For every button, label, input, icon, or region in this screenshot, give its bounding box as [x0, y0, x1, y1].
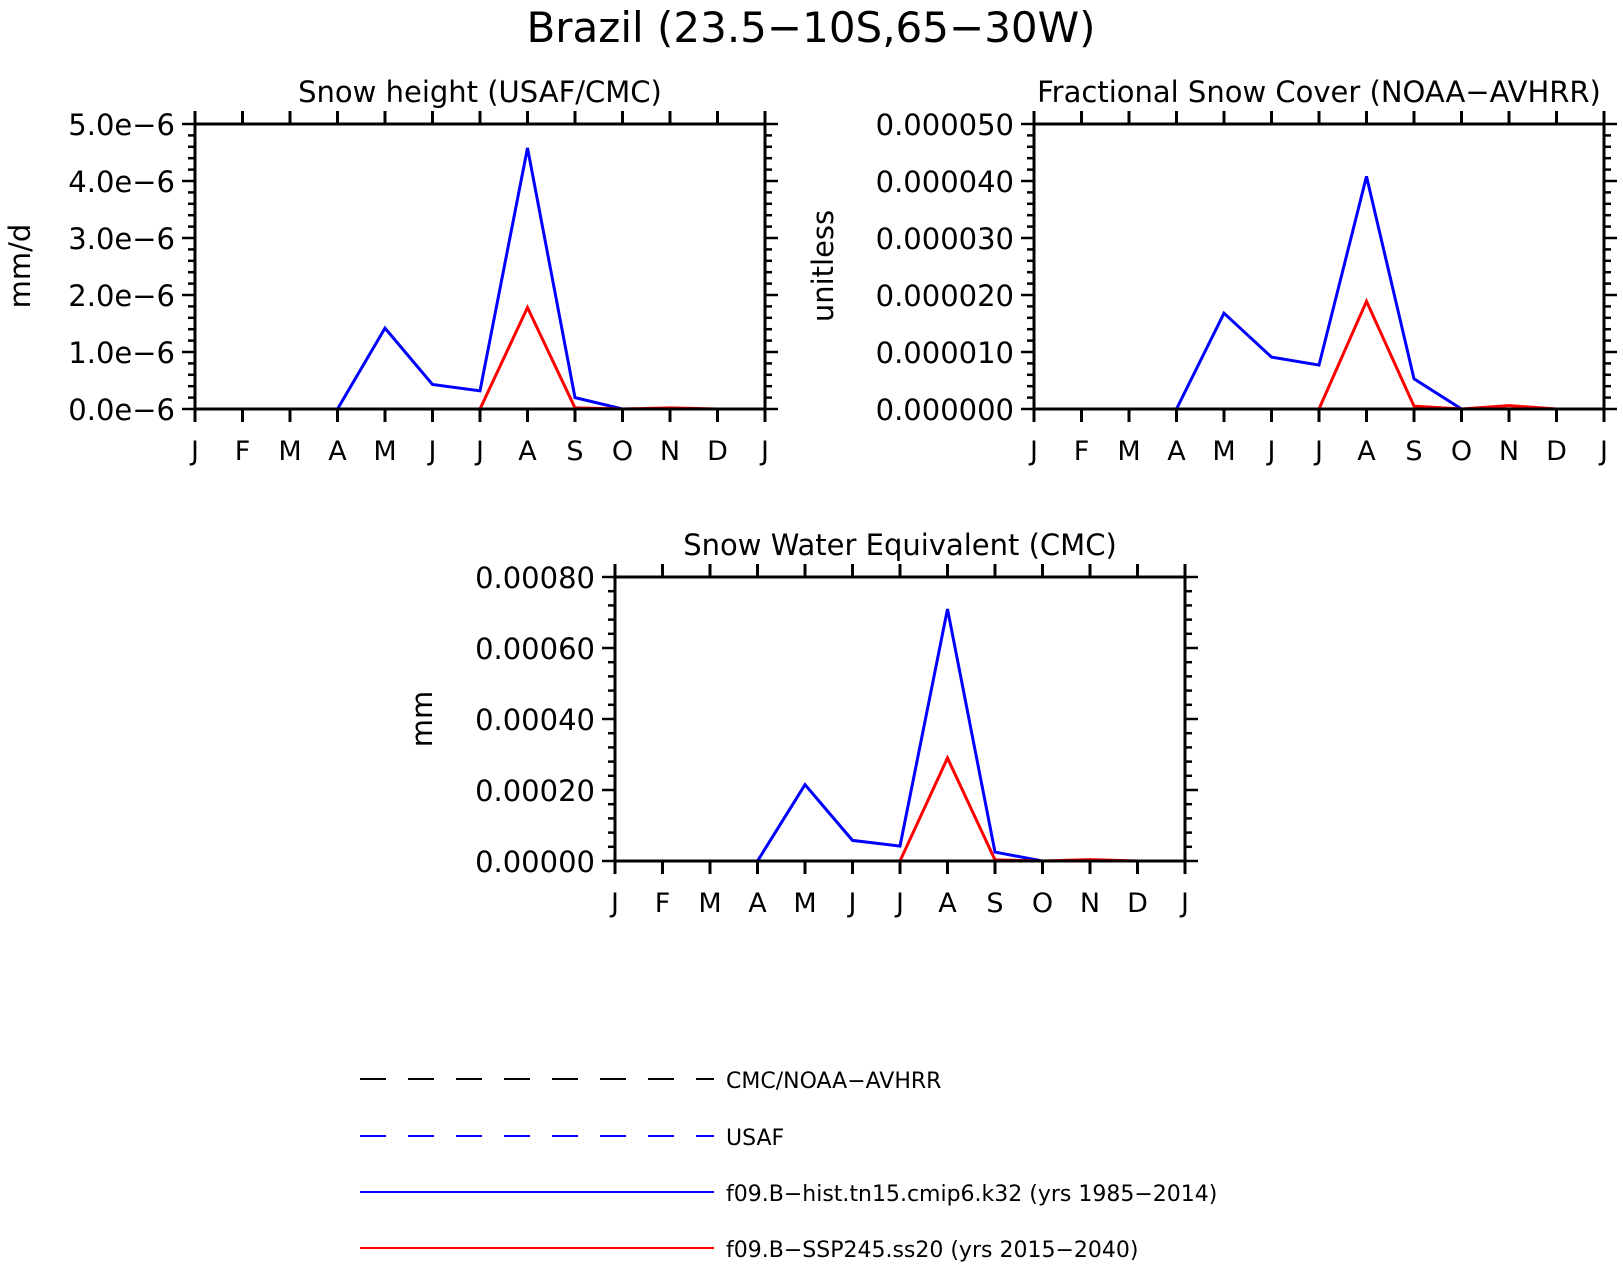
- x-tick-label: A: [938, 888, 957, 919]
- chart-panel-1: J F M A M J J A S O N D J0.0e−61.0e−62.0e−63.0e−64.0…: [3, 75, 778, 467]
- y-tick-label: 0.00040: [475, 703, 595, 737]
- x-tick-label: M: [1212, 436, 1235, 467]
- legend: CMC/NOAA−AVHRR USAF f09.B−hist.tn15.cmip6.…: [360, 1069, 1217, 1263]
- x-tick-label: S: [566, 436, 583, 467]
- y-tick-label: 2.0e−6: [68, 279, 175, 313]
- x-tick-label: N: [1080, 888, 1100, 919]
- x-tick-label: F: [1074, 436, 1090, 467]
- x-tick-label: A: [328, 436, 347, 467]
- panel-title: Fractional Snow Cover (NOAA−AVHRR): [1037, 75, 1601, 109]
- legend-item: USAF: [360, 1126, 784, 1151]
- x-tick-label: A: [748, 888, 767, 919]
- x-tick-label: N: [1499, 436, 1519, 467]
- chart-panel-2: J F M A M J J A S O N D J0.0000000.0000100.0000200.0…: [806, 75, 1617, 467]
- x-tick-label: O: [612, 436, 633, 467]
- legend-label: f09.B−SSP245.ss20 (yrs 2015−2040): [726, 1238, 1138, 1263]
- legend-label: f09.B−hist.tn15.cmip6.k32 (yrs 1985−2014…: [726, 1182, 1217, 1207]
- x-tick-label: J: [894, 888, 904, 919]
- y-tick-label: 0.000040: [876, 165, 1014, 199]
- legend-label: CMC/NOAA−AVHRR: [726, 1069, 941, 1094]
- y-tick-label: 3.0e−6: [68, 222, 175, 256]
- series-line-hist: [615, 608, 1185, 863]
- x-tick-label: O: [1032, 888, 1053, 919]
- x-tick-label: S: [1405, 436, 1422, 467]
- x-tick-label: J: [609, 888, 619, 919]
- y-tick-label: 0.00000: [475, 845, 595, 879]
- x-tick-label: A: [518, 436, 537, 467]
- y-axis-label: mm/d: [3, 224, 37, 309]
- x-tick-label: J: [1028, 436, 1038, 467]
- y-axis-label: unitless: [806, 210, 840, 322]
- y-tick-label: 0.000020: [876, 279, 1014, 313]
- series-line-hist: [1034, 176, 1604, 411]
- x-tick-label: M: [698, 888, 721, 919]
- legend-item: f09.B−SSP245.ss20 (yrs 2015−2040): [360, 1238, 1138, 1263]
- x-tick-label: S: [986, 888, 1003, 919]
- x-tick-label: D: [1127, 888, 1148, 919]
- x-tick-label: J: [847, 888, 857, 919]
- x-tick-label: J: [1266, 436, 1276, 467]
- y-axis-label: mm: [405, 691, 439, 748]
- y-tick-label: 0.000000: [876, 393, 1014, 427]
- y-tick-label: 1.0e−6: [68, 336, 175, 370]
- plot-frame: [193, 122, 767, 411]
- x-tick-label: D: [1546, 436, 1567, 467]
- x-tick-label: A: [1357, 436, 1376, 467]
- x-tick-label: F: [655, 888, 671, 919]
- y-tick-label: 5.0e−6: [68, 108, 175, 142]
- x-tick-label: J: [189, 436, 199, 467]
- x-tick-label: J: [1598, 436, 1608, 467]
- x-tick-label: M: [1117, 436, 1140, 467]
- legend-item: f09.B−hist.tn15.cmip6.k32 (yrs 1985−2014…: [360, 1182, 1217, 1207]
- x-tick-label: J: [474, 436, 484, 467]
- chart-panel-3: J F M A M J J A S O N D J0.000000.000200.000400.0006…: [405, 528, 1198, 919]
- x-tick-label: J: [427, 436, 437, 467]
- x-tick-label: J: [759, 436, 769, 467]
- series-line-ssp: [195, 303, 765, 411]
- y-tick-label: 0.000010: [876, 336, 1014, 370]
- x-tick-label: M: [793, 888, 816, 919]
- y-tick-label: 0.0e−6: [68, 393, 175, 427]
- x-tick-label: M: [373, 436, 396, 467]
- legend-item: CMC/NOAA−AVHRR: [360, 1069, 941, 1094]
- y-tick-label: 4.0e−6: [68, 165, 175, 199]
- x-tick-label: J: [1179, 888, 1189, 919]
- panel-title: Snow height (USAF/CMC): [298, 75, 662, 109]
- x-tick-label: F: [235, 436, 251, 467]
- x-tick-label: M: [278, 436, 301, 467]
- y-tick-label: 0.000030: [876, 222, 1014, 256]
- y-tick-label: 0.00020: [475, 774, 595, 808]
- series-line-ssp: [1034, 297, 1604, 411]
- series-line-hist: [195, 147, 765, 411]
- x-tick-label: J: [1313, 436, 1323, 467]
- x-tick-label: D: [707, 436, 728, 467]
- x-tick-label: O: [1451, 436, 1472, 467]
- figure-title: Brazil (23.5−10S,65−30W): [526, 3, 1095, 52]
- y-tick-label: 0.000050: [876, 108, 1014, 142]
- legend-label: USAF: [726, 1126, 784, 1151]
- y-tick-label: 0.00080: [475, 561, 595, 595]
- x-tick-label: N: [660, 436, 680, 467]
- panel-title: Snow Water Equivalent (CMC): [683, 528, 1117, 562]
- y-tick-label: 0.00060: [475, 632, 595, 666]
- plot-frame: [613, 575, 1187, 863]
- x-tick-label: A: [1167, 436, 1186, 467]
